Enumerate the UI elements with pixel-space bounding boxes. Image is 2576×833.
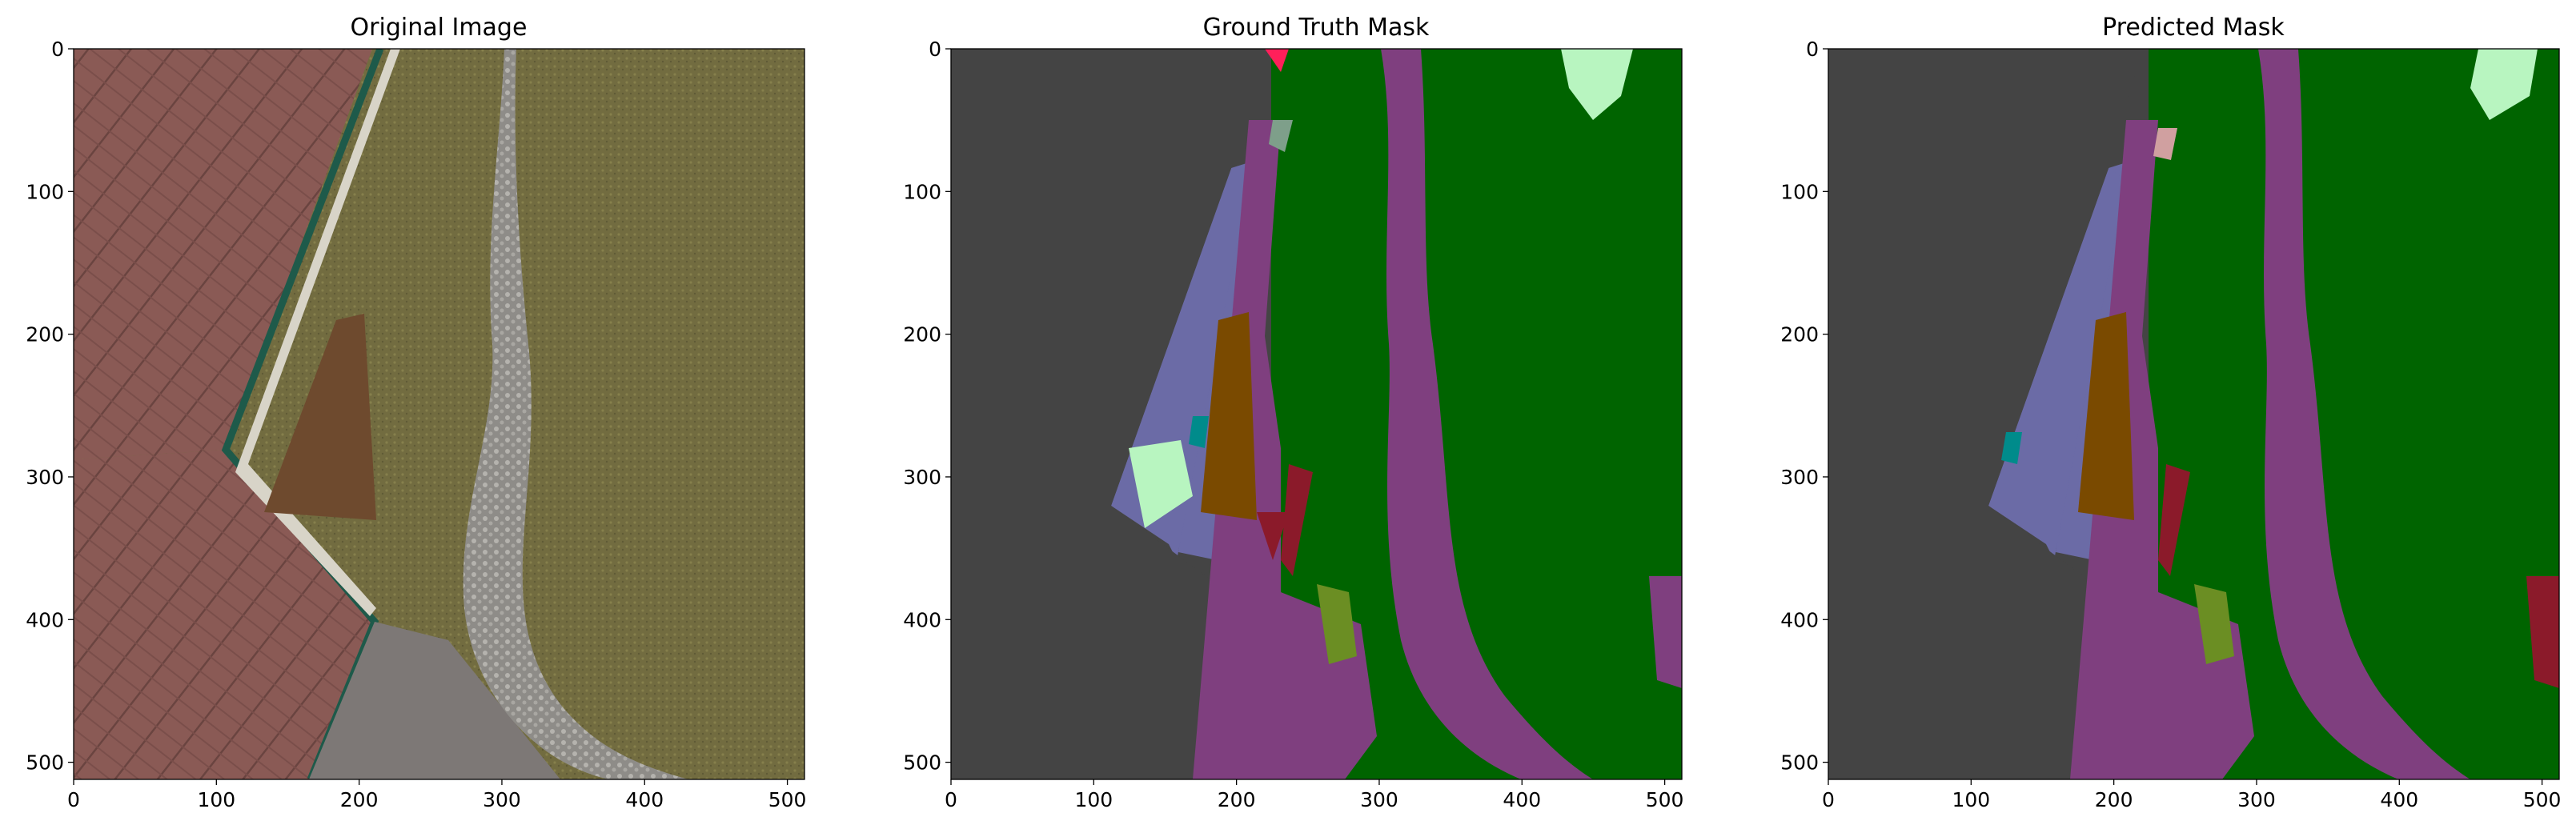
original-x-axis: 0 100 200 300 400 500 [67, 779, 806, 811]
y-tick-label: 0 [929, 38, 941, 61]
y-tick-label: 400 [26, 608, 64, 631]
panel-original: Original Image 0 100 200 300 400 500 0 100 200 3… [26, 14, 806, 811]
panel-ground-truth-title: Ground Truth Mask [1203, 14, 1430, 42]
panel-predicted-title: Predicted Mask [2102, 14, 2285, 42]
predicted-frame [1828, 48, 2560, 780]
y-tick-label: 300 [26, 466, 64, 489]
x-tick-label: 100 [1952, 788, 1990, 811]
predicted-x-axis: 0 100 200 300 400 500 [1822, 779, 2561, 811]
y-tick-label: 100 [26, 180, 64, 203]
original-photo [74, 49, 804, 779]
panel-predicted: Predicted Mask 0 100 200 300 400 500 0 100 200 3… [1780, 14, 2561, 811]
x-tick-label: 300 [483, 788, 521, 811]
original-frame [73, 48, 805, 780]
panel-original-title: Original Image [351, 14, 528, 42]
ground-truth-mask [951, 49, 1682, 779]
y-tick-label: 100 [903, 180, 941, 203]
y-tick-label: 300 [903, 466, 941, 489]
x-tick-label: 200 [340, 788, 379, 811]
x-tick-label: 100 [1074, 788, 1113, 811]
ground-truth-x-axis: 0 100 200 300 400 500 [945, 779, 1683, 811]
y-tick-label: 0 [1806, 38, 1819, 61]
ground-truth-frame [950, 48, 1683, 780]
y-tick-label: 200 [26, 323, 64, 346]
predicted-y-axis: 0 100 200 300 400 500 [1780, 38, 1828, 775]
x-tick-label: 400 [2380, 788, 2418, 811]
y-tick-label: 200 [903, 323, 941, 346]
original-y-axis: 0 100 200 300 400 500 [26, 38, 74, 775]
x-tick-label: 500 [1646, 788, 1684, 811]
x-tick-label: 0 [945, 788, 957, 811]
y-tick-label: 0 [51, 38, 64, 61]
y-tick-label: 500 [26, 751, 64, 775]
x-tick-label: 200 [1218, 788, 1256, 811]
y-tick-label: 400 [1780, 608, 1819, 631]
x-tick-label: 200 [2095, 788, 2133, 811]
predicted-mask [1828, 49, 2559, 779]
y-tick-label: 500 [903, 751, 941, 775]
ground-truth-y-axis: 0 100 200 300 400 500 [903, 38, 951, 775]
x-tick-label: 0 [67, 788, 80, 811]
y-tick-label: 400 [903, 608, 941, 631]
x-tick-label: 400 [625, 788, 664, 811]
x-tick-label: 0 [1822, 788, 1835, 811]
y-tick-label: 200 [1780, 323, 1819, 346]
y-tick-label: 300 [1780, 466, 1819, 489]
x-tick-label: 500 [768, 788, 807, 811]
x-tick-label: 100 [197, 788, 235, 811]
x-tick-label: 300 [2237, 788, 2276, 811]
panel-ground-truth: Ground Truth Mask [903, 14, 1683, 811]
y-tick-label: 500 [1780, 751, 1819, 775]
x-tick-label: 300 [1360, 788, 1398, 811]
x-tick-label: 400 [1503, 788, 1541, 811]
y-tick-label: 100 [1780, 180, 1819, 203]
x-tick-label: 500 [2523, 788, 2562, 811]
